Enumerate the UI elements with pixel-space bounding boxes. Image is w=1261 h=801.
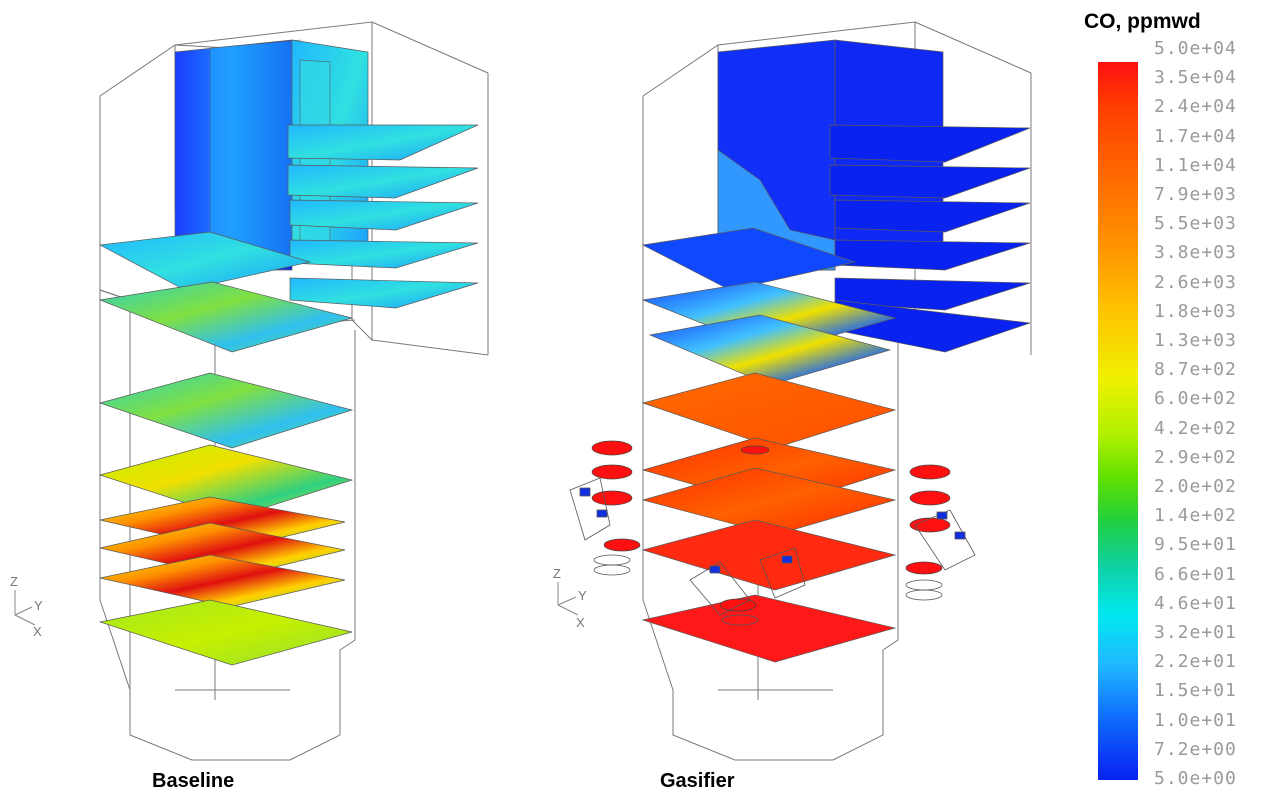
gasifier-caption: Gasifier	[660, 770, 735, 792]
legend-tick-label: 7.9e+03	[1154, 184, 1237, 205]
legend-tick-label: 6.0e+02	[1154, 388, 1237, 410]
legend-tick-label: 7.2e+00	[1154, 738, 1237, 760]
legend-tick-label: 6.6e+01	[1154, 563, 1237, 585]
legend-tick-label: 1.8e+03	[1154, 300, 1237, 322]
baseline-caption: Baseline	[152, 770, 235, 792]
legend-tick-label: 5.0e+04	[1154, 38, 1237, 59]
baseline-axis-x-label: X	[33, 624, 42, 639]
legend-title: CO, ppmwd	[1084, 10, 1201, 33]
legend-tick-label: 3.8e+03	[1154, 242, 1237, 264]
gasifier-axis-y-label: Y	[578, 588, 587, 603]
legend-tick-label: 3.2e+01	[1154, 622, 1237, 643]
gasifier-axis-z-label: Z	[553, 566, 561, 581]
gasifier-axis-x-label: X	[576, 615, 585, 630]
baseline-axis-z-label: Z	[10, 574, 18, 589]
gasifier-burner-units	[569, 477, 976, 626]
baseline-axis-triad	[14, 590, 36, 626]
legend-tick-label: 8.7e+02	[1154, 359, 1237, 381]
legend-tick-label: 1.1e+04	[1154, 154, 1237, 176]
legend-tick-label: 2.6e+03	[1154, 271, 1237, 293]
gasifier-axis-triad	[557, 582, 579, 616]
legend-tick-label: 4.6e+01	[1154, 592, 1237, 614]
baseline-horizontal-slices	[98, 124, 479, 666]
legend-tick-label: 4.2e+02	[1154, 417, 1237, 439]
legend-tick-label: 1.5e+01	[1154, 680, 1237, 702]
legend-tick-label: 5.5e+03	[1154, 213, 1237, 235]
legend-tick-label: 2.4e+04	[1154, 96, 1237, 118]
legend-tick-label: 2.2e+01	[1154, 651, 1237, 673]
legend-tick-label: 9.5e+01	[1154, 534, 1237, 556]
legend-tick-label: 3.5e+04	[1154, 67, 1237, 89]
baseline-axis-y-label: Y	[34, 598, 43, 613]
gasifier-injector-disks	[591, 440, 951, 612]
legend-tick-label: 1.4e+02	[1154, 505, 1237, 527]
legend-tick-label: 2.9e+02	[1154, 446, 1237, 468]
gasifier-horizontal-slices	[641, 124, 1031, 663]
legend-tick-label: 5.0e+00	[1154, 768, 1237, 789]
legend-tick-label: 2.0e+02	[1154, 476, 1237, 497]
legend-tick-label: 1.3e+03	[1154, 330, 1237, 351]
legend-tick-label: 1.0e+01	[1154, 709, 1237, 731]
legend-tick-label: 1.7e+04	[1154, 125, 1237, 147]
legend-color-bar	[1098, 62, 1138, 780]
